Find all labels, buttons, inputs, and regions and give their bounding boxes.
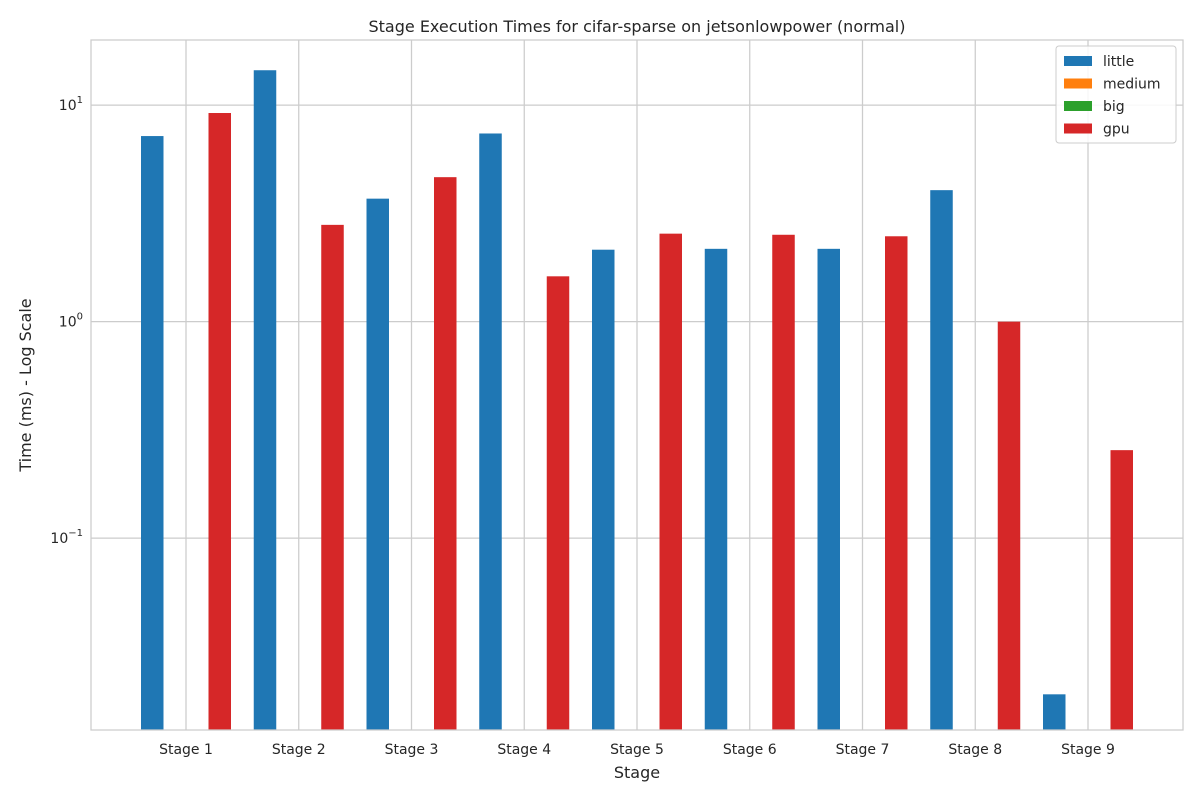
bar-gpu-1 <box>208 113 231 731</box>
x-tick-label: Stage 3 <box>385 742 439 758</box>
legend-items: little medium big gpu <box>1064 54 1161 138</box>
x-tick-labels: Stage 1 Stage 2 Stage 3 Stage 4 Stage 5 Stage… <box>159 742 1115 758</box>
legend-swatch-gpu <box>1064 123 1092 134</box>
plot-frame <box>90 39 1184 731</box>
bar-gpu-3 <box>434 177 457 730</box>
x-tick-label: Stage 1 <box>159 742 213 758</box>
bar-gpu-2 <box>321 224 344 731</box>
bar-little-5 <box>592 249 615 730</box>
y-axis-label: Time (ms) - Log Scale <box>16 298 35 472</box>
bar-gpu-6 <box>772 234 795 731</box>
x-tick-label: Stage 6 <box>723 742 777 758</box>
bars <box>141 70 1133 731</box>
bar-gpu-7 <box>885 236 908 730</box>
x-tick-label: Stage 2 <box>272 742 326 758</box>
bar-gpu-5 <box>659 233 682 730</box>
legend-swatch-little <box>1064 56 1092 66</box>
x-tick-label: Stage 7 <box>836 742 890 758</box>
legend-label-little: little <box>1103 54 1134 70</box>
y-tick-label: 10−1 <box>50 528 83 547</box>
legend-label-medium: medium <box>1103 77 1161 93</box>
x-tick-label: Stage 9 <box>1061 742 1115 758</box>
y-tick-base: 10 <box>59 315 77 331</box>
bar-gpu-9 <box>1110 450 1133 730</box>
legend: little medium big gpu <box>1055 45 1177 144</box>
bar-gpu-8 <box>997 321 1021 730</box>
bar-little-6 <box>704 248 728 730</box>
legend-label-big: big <box>1103 99 1125 115</box>
chart-title: Stage Execution Times for cifar-sparse o… <box>369 17 906 36</box>
x-tick-label: Stage 4 <box>497 742 551 758</box>
y-tick-exponent: −1 <box>68 528 83 539</box>
x-axis-label: Stage <box>614 763 660 782</box>
legend-swatch-medium <box>1064 78 1092 89</box>
y-tick-label: 101 <box>59 95 83 114</box>
y-tick-exponent: 0 <box>77 312 83 323</box>
bar-little-4 <box>479 133 502 730</box>
legend-frame <box>1055 45 1177 144</box>
y-tick-base: 10 <box>50 531 68 547</box>
x-tick-label: Stage 8 <box>948 742 1002 758</box>
x-tick-label: Stage 5 <box>610 742 664 758</box>
y-tick-base: 10 <box>59 98 77 114</box>
y-tick-exponent: 1 <box>77 95 83 106</box>
legend-label-gpu: gpu <box>1103 122 1130 138</box>
bar-little-1 <box>141 136 164 730</box>
bar-little-2 <box>253 70 277 730</box>
y-tick-label: 100 <box>59 312 83 331</box>
bar-gpu-4 <box>546 276 570 730</box>
bar-little-8 <box>930 190 953 730</box>
bar-little-9 <box>1043 694 1066 730</box>
legend-swatch-big <box>1064 101 1092 111</box>
bar-little-7 <box>817 248 840 730</box>
bar-little-3 <box>366 198 389 730</box>
